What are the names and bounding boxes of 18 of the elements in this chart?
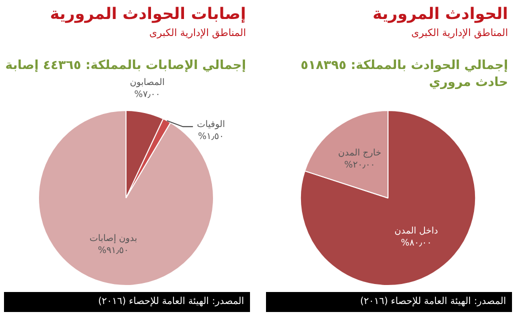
chart-subtitle: المناطق الإدارية الكبرى xyxy=(149,28,246,39)
data-label: ٩١٫٥٠% xyxy=(98,246,129,256)
data-label: ٨٠٫٠٠% xyxy=(400,238,432,248)
chart-title: الحوادث المرورية xyxy=(372,4,508,23)
data-label: ٧٫٠٠% xyxy=(134,90,160,100)
slice-label: خارج المدن xyxy=(338,148,382,158)
chart-subtitle: المناطق الإدارية الكبرى xyxy=(411,28,508,39)
slice-label: داخل المدن xyxy=(394,226,438,236)
data-label: ٢٠٫٠٠% xyxy=(344,160,376,170)
slice-label: الوفيات xyxy=(196,120,226,130)
slice-label: بدون إصابات xyxy=(89,234,138,244)
text: إجمالي الحوادث بالمملكة: ٥١٨٣٩٥ حادث مروري xyxy=(300,56,508,90)
text: المصدر: الهيئة العامة للإحصاء (٢٠١٦) xyxy=(4,292,250,312)
text: إجمالي الإصابات بالمملكة: ٤٤٣٦٥ إصابة xyxy=(4,56,246,73)
slice-label: المصابون xyxy=(130,78,165,88)
chart-title: إصابات الحوادث المرورية xyxy=(50,4,246,23)
text: المصدر: الهيئة العامة للإحصاء (٢٠١٦) xyxy=(266,292,512,312)
data-label: ١٫٥٠% xyxy=(198,132,224,142)
